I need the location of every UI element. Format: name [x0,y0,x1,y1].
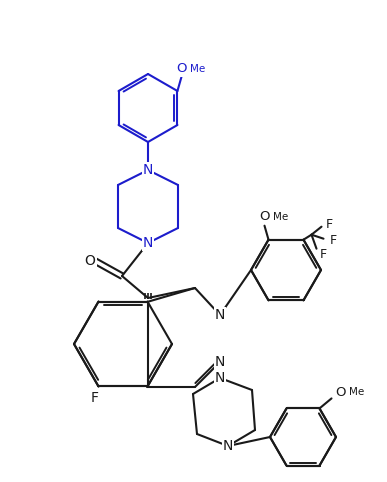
Text: F: F [330,234,337,247]
Text: N: N [143,163,153,177]
Text: Me: Me [274,212,289,222]
Text: N: N [143,236,153,250]
Text: Me: Me [349,388,365,398]
Text: F: F [320,248,327,261]
Text: Me: Me [190,64,206,74]
Text: N: N [215,371,225,385]
Text: F: F [91,391,99,405]
Text: N: N [223,439,233,453]
Text: N: N [215,308,225,322]
Text: O: O [176,63,187,76]
Text: O: O [335,386,346,399]
Text: O: O [85,254,96,268]
Text: O: O [259,210,270,223]
Text: F: F [326,218,333,231]
Text: N: N [215,355,225,369]
